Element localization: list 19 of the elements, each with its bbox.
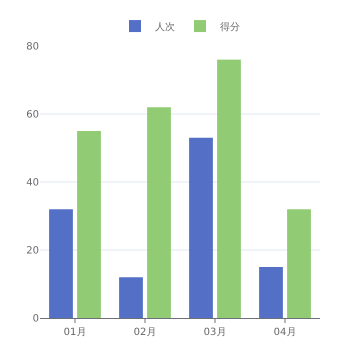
bar [217, 60, 241, 318]
x-tick-label: 01月 [64, 327, 86, 338]
y-tick-label: 0 [32, 314, 39, 324]
legend-label: 人次 [155, 22, 175, 33]
bar [119, 277, 143, 318]
legend-label: 得分 [220, 20, 240, 33]
x-tick-label: 04月 [274, 327, 296, 338]
bar [287, 209, 311, 318]
bar [49, 209, 73, 318]
bar [189, 138, 213, 318]
y-tick-label: 40 [26, 178, 39, 188]
x-tick-label: 03月 [204, 327, 226, 338]
x-tick-label: 02月 [134, 327, 156, 338]
y-tick-label: 60 [26, 110, 39, 120]
bar [147, 107, 171, 318]
bar [259, 267, 283, 318]
bar [77, 131, 101, 318]
y-tick-label: 80 [26, 42, 39, 52]
y-tick-label: 20 [26, 246, 39, 256]
